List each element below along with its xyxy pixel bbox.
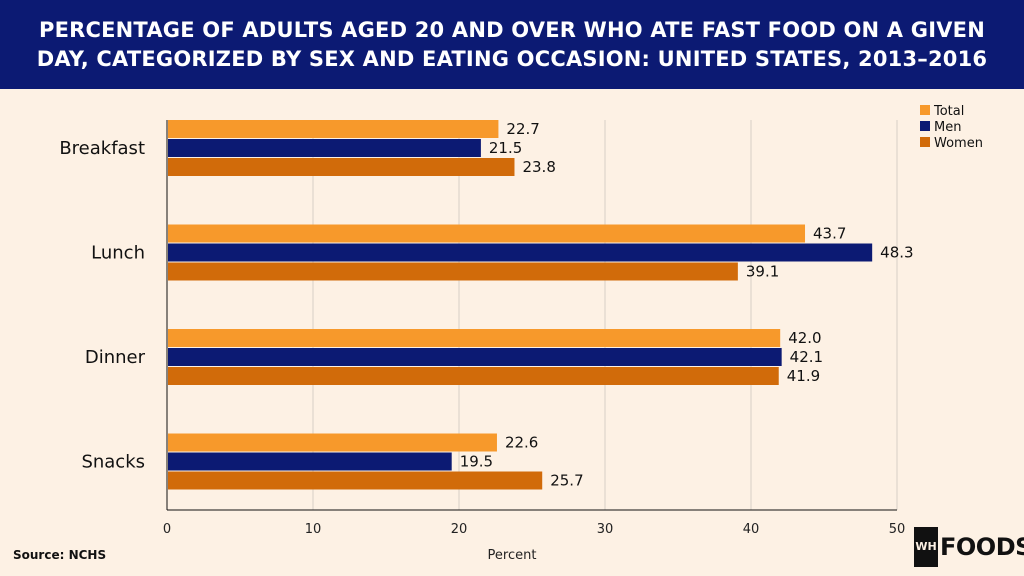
legend-swatch-men bbox=[920, 121, 930, 131]
whfoods-logo: WH FOODS bbox=[914, 527, 1024, 567]
bar-total bbox=[168, 120, 499, 138]
bar-women bbox=[168, 471, 543, 490]
bar-men bbox=[168, 243, 873, 262]
bar-total bbox=[168, 224, 806, 243]
category-label: Breakfast bbox=[59, 138, 145, 159]
data-label: 22.7 bbox=[506, 120, 539, 138]
logo-text: FOODS bbox=[940, 533, 1024, 561]
data-label: 43.7 bbox=[813, 225, 846, 243]
x-tick-label: 10 bbox=[305, 522, 322, 537]
data-label: 25.7 bbox=[550, 472, 583, 490]
data-label: 21.5 bbox=[489, 139, 522, 157]
x-tick-label: 40 bbox=[743, 522, 760, 537]
x-tick-label: 30 bbox=[597, 522, 614, 537]
legend-label: Men bbox=[934, 120, 961, 135]
x-tick-label: 20 bbox=[451, 522, 468, 537]
data-label: 22.6 bbox=[505, 434, 538, 452]
category-label: Snacks bbox=[81, 452, 145, 473]
data-label: 23.8 bbox=[522, 158, 555, 176]
x-tick-label: 50 bbox=[889, 522, 906, 537]
data-label: 41.9 bbox=[787, 367, 820, 385]
chart-title: PERCENTAGE OF ADULTS AGED 20 AND OVER WH… bbox=[36, 17, 988, 71]
legend-swatch-total bbox=[920, 105, 930, 115]
bar-men bbox=[168, 452, 452, 471]
data-label: 42.0 bbox=[788, 329, 821, 347]
source-note: Source: NCHS bbox=[13, 548, 107, 562]
x-tick-label: 0 bbox=[163, 522, 171, 537]
data-label: 19.5 bbox=[460, 453, 493, 471]
legend-label: Total bbox=[933, 104, 964, 119]
bar-women bbox=[168, 262, 738, 281]
legend-swatch-women bbox=[920, 137, 930, 147]
logo-mark: WH bbox=[914, 527, 938, 567]
header-banner: PERCENTAGE OF ADULTS AGED 20 AND OVER WH… bbox=[0, 0, 1024, 89]
category-label: Dinner bbox=[85, 347, 146, 368]
bar-men bbox=[168, 348, 782, 366]
bar-women bbox=[168, 158, 515, 176]
data-label: 48.3 bbox=[880, 244, 913, 262]
bar-total bbox=[168, 329, 781, 347]
bar-total bbox=[168, 433, 497, 452]
bar-women bbox=[168, 367, 779, 385]
x-axis-title: Percent bbox=[488, 548, 537, 563]
bar-men bbox=[168, 139, 481, 157]
category-label: Lunch bbox=[91, 243, 145, 264]
data-label: 39.1 bbox=[746, 263, 779, 281]
legend-label: Women bbox=[934, 136, 983, 151]
data-label: 42.1 bbox=[790, 348, 823, 366]
